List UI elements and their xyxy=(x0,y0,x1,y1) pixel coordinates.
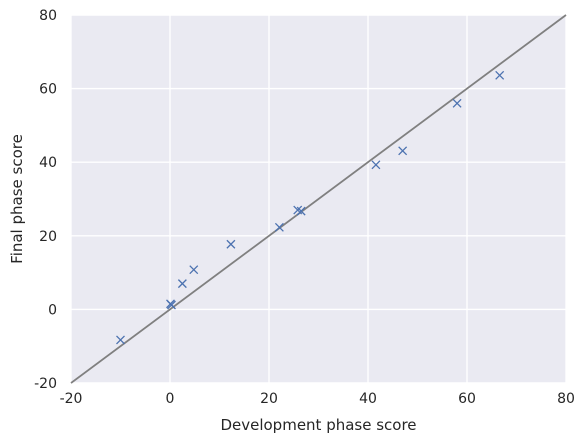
data-point xyxy=(177,279,187,289)
data-point-stroke xyxy=(189,265,199,275)
x-tick-label: 60 xyxy=(458,391,476,407)
data-point-stroke xyxy=(296,206,306,216)
data-point xyxy=(167,300,176,310)
x-axis-label: Development phase score xyxy=(220,416,416,434)
data-point xyxy=(495,70,505,80)
y-tick-label: -20 xyxy=(34,376,57,392)
data-point xyxy=(274,222,284,232)
data-point-stroke xyxy=(167,300,176,310)
data-point xyxy=(296,206,306,216)
data-points xyxy=(116,70,505,345)
y-axis-label: Final phase score xyxy=(8,134,26,264)
x-tick-labels: -20 0 20 40 60 80 xyxy=(60,391,575,407)
x-tick-label: 80 xyxy=(557,391,575,407)
data-point-stroke xyxy=(274,222,284,232)
y-tick-label: 0 xyxy=(48,302,57,318)
x-tick-label: 0 xyxy=(166,391,175,407)
y-tick-label: 40 xyxy=(39,155,57,171)
data-point-stroke xyxy=(495,70,505,80)
data-point-stroke xyxy=(293,205,303,215)
y-tick-label: 20 xyxy=(39,229,57,245)
data-point-stroke xyxy=(116,335,125,345)
grid-lines xyxy=(70,14,567,384)
data-point xyxy=(371,160,381,170)
data-point-stroke xyxy=(226,239,236,249)
data-point xyxy=(116,335,125,345)
x-tick-label: -20 xyxy=(60,391,83,407)
data-point-stroke xyxy=(371,160,381,170)
y-tick-label: 80 xyxy=(39,8,57,24)
y-tick-labels: -20 0 20 40 60 80 xyxy=(34,8,57,392)
data-point xyxy=(189,265,199,275)
data-point xyxy=(398,146,408,156)
y-tick-label: 60 xyxy=(39,82,57,98)
data-point-stroke xyxy=(177,279,187,289)
data-point-stroke xyxy=(452,98,462,108)
data-point xyxy=(226,239,236,249)
reference-line xyxy=(70,14,567,384)
data-point xyxy=(452,98,462,108)
data-point-stroke xyxy=(398,146,408,156)
x-tick-label: 40 xyxy=(359,391,377,407)
x-tick-label: 20 xyxy=(260,391,278,407)
reference-line-layer xyxy=(70,14,567,384)
